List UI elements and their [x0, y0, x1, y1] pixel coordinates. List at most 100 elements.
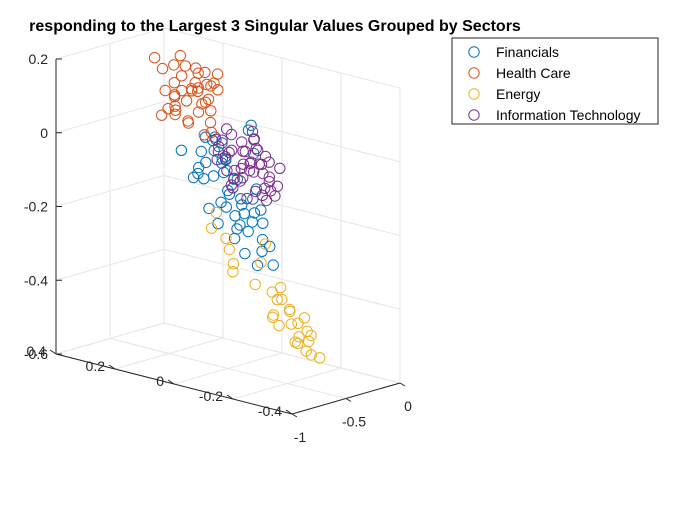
grid-layer [55, 27, 401, 415]
data-point-energy [210, 206, 223, 219]
legend-label: Financials [496, 44, 559, 60]
y-tick-mark [226, 394, 234, 400]
data-point-health-care [205, 80, 217, 92]
data-point-information-technology [216, 134, 228, 146]
ticks-layer: -1 -0.5 0 -0.4 -0.2 0 0.2 0.4-0.6 -0.4 -0.2 0 0.2 [24, 51, 412, 445]
data-point-energy [273, 319, 285, 332]
y-tick-mark [167, 379, 175, 385]
data-point-financials [257, 217, 269, 229]
grid-line [114, 337, 224, 370]
data-point-information-technology [225, 179, 238, 191]
grid-line [163, 175, 401, 236]
data-point-information-technology [237, 158, 250, 170]
data-point-health-care [205, 105, 217, 117]
data-point-health-care [174, 49, 187, 62]
data-point-health-care [156, 62, 169, 75]
data-point-health-care [182, 115, 194, 127]
data-point-energy [249, 278, 261, 291]
data-point-energy [292, 337, 304, 350]
x-tick-mark [345, 398, 352, 402]
data-point-financials [218, 166, 230, 179]
data-point-health-care [192, 106, 205, 118]
grid-line [55, 175, 165, 207]
x-tick-label: -0.5 [342, 414, 366, 430]
data-point-information-technology [221, 164, 233, 177]
data-point-energy [293, 331, 305, 343]
x-tick-label: 0 [404, 398, 412, 414]
z-tick-label: -0.2 [24, 199, 48, 215]
data-point-health-care [148, 52, 161, 64]
data-point-information-technology [252, 144, 264, 157]
data-point-energy [305, 349, 317, 361]
data-point-information-technology [226, 144, 238, 157]
data-point-energy [285, 318, 297, 330]
data-point-information-technology [241, 192, 253, 205]
x-tick-mark [291, 413, 298, 418]
data-point-financials [251, 259, 264, 272]
data-point-health-care [168, 77, 181, 89]
data-point-financials [255, 204, 267, 216]
data-point-energy [276, 293, 288, 306]
grid-line [55, 101, 165, 134]
y-tick-label: 0 [156, 373, 164, 389]
data-point-information-technology [263, 171, 275, 183]
data-point-energy [259, 238, 271, 250]
data-point-information-technology [260, 194, 273, 207]
data-point-information-technology [228, 172, 240, 185]
data-point-information-technology [236, 136, 248, 148]
data-point-energy [227, 266, 239, 278]
data-point-health-care [186, 85, 198, 97]
legend-label: Health Care [496, 65, 571, 81]
data-point-health-care [192, 82, 205, 94]
data-point-health-care [180, 95, 193, 107]
data-point-information-technology [227, 182, 239, 194]
data-point-financials [193, 161, 205, 174]
points-layer [148, 49, 326, 364]
x-tick-label: -1 [294, 429, 307, 445]
data-point-health-care [189, 76, 201, 89]
data-point-health-care [190, 62, 202, 74]
data-point-energy [314, 352, 326, 364]
data-point-health-care [179, 60, 192, 72]
data-point-information-technology [210, 133, 222, 146]
legend-marker-icon [468, 67, 480, 79]
y-tick-label: -0.2 [199, 388, 223, 404]
y-tick-mark [285, 409, 293, 415]
data-point-information-technology [253, 158, 265, 170]
data-point-energy [205, 222, 218, 234]
data-point-energy [220, 232, 232, 245]
y-tick-mark [49, 349, 57, 355]
data-point-energy [298, 312, 311, 324]
data-point-information-technology [249, 185, 262, 198]
grid-line [55, 27, 165, 60]
data-point-financials [200, 156, 212, 169]
data-point-financials [239, 247, 251, 260]
data-point-health-care [168, 59, 180, 71]
legend-marker-icon [468, 46, 480, 58]
data-point-information-technology [212, 140, 225, 153]
y-tick-mark [108, 364, 116, 370]
data-point-information-technology [265, 185, 277, 197]
data-point-information-technology [248, 133, 261, 145]
data-point-financials [228, 232, 241, 245]
data-point-energy [227, 258, 240, 270]
data-point-health-care [169, 108, 181, 121]
data-point-energy [274, 281, 287, 294]
data-point-energy [255, 257, 267, 269]
z-tick-label: 0.2 [29, 51, 49, 67]
data-point-health-care [182, 117, 195, 129]
data-point-health-care [159, 84, 171, 97]
y-tick-label: 0.2 [86, 358, 106, 374]
chart-title: responding to the Largest 3 Singular Val… [29, 18, 521, 35]
data-point-information-technology [237, 145, 249, 157]
data-point-information-technology [219, 151, 232, 163]
data-point-energy [303, 335, 315, 348]
data-point-financials [267, 259, 279, 271]
x-tick-mark [399, 382, 406, 387]
data-point-energy [305, 329, 317, 342]
data-point-financials [235, 193, 247, 205]
legend-box [451, 37, 659, 125]
data-point-financials [198, 173, 210, 185]
data-point-financials [256, 245, 268, 258]
